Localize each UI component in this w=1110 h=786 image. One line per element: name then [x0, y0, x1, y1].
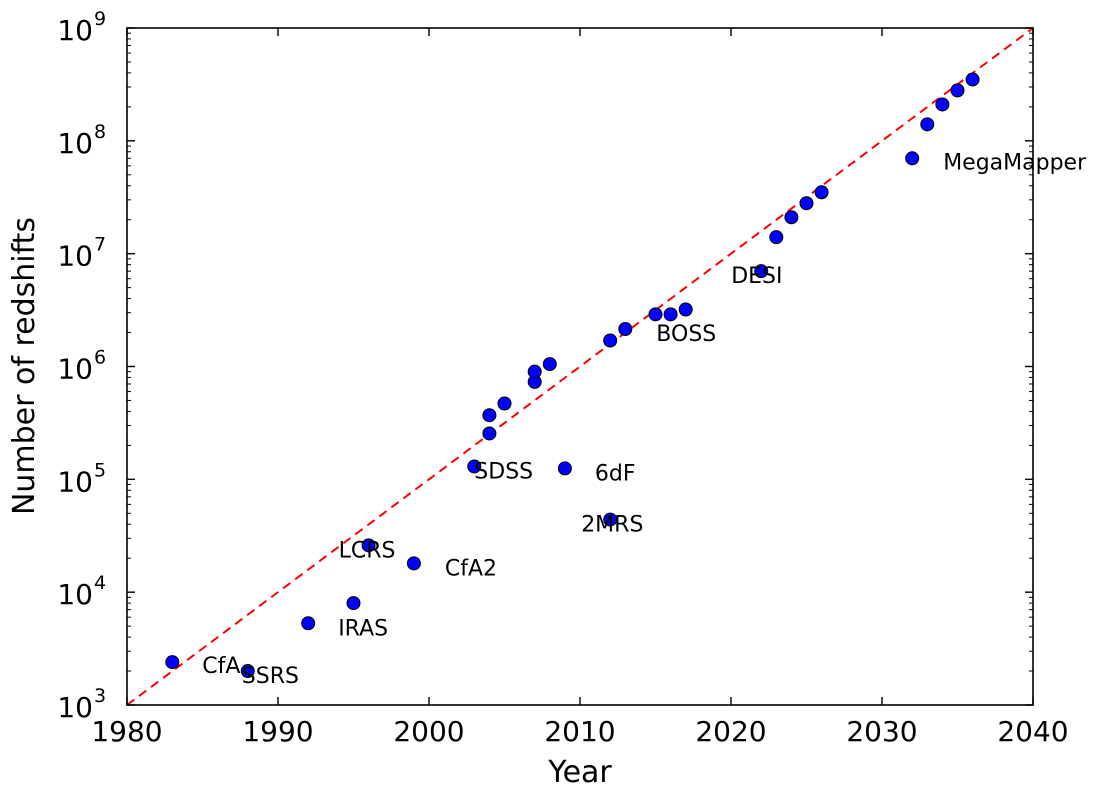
data-point: [965, 72, 980, 87]
data-point: [678, 302, 693, 317]
y-tick-exponent: 6: [94, 347, 106, 369]
y-tick-exponent: 9: [94, 8, 106, 30]
x-tick-label: 2040: [997, 715, 1068, 748]
x-tick-label: 1980: [91, 715, 162, 748]
data-point: [784, 210, 799, 225]
data-point: [165, 655, 180, 670]
y-tick-exponent: 8: [94, 121, 106, 143]
data-point: [603, 333, 618, 348]
y-tick-base: 10: [57, 353, 93, 386]
x-tick-label: 2010: [544, 715, 615, 748]
data-point: [950, 83, 965, 98]
y-tick-label: 10: [57, 353, 93, 386]
point-label: DESI: [731, 264, 782, 289]
data-point: [467, 459, 482, 474]
data-point: [799, 196, 814, 211]
x-axis-label: Year: [547, 755, 612, 786]
data-point: [406, 556, 421, 571]
data-point: [482, 408, 497, 423]
y-tick-base: 10: [57, 240, 93, 273]
y-axis-label: Number of redshifts: [7, 217, 42, 515]
point-label: CfA: [202, 654, 240, 679]
data-point: [920, 117, 935, 132]
x-tick-label: 2030: [846, 715, 917, 748]
point-label: SSRS: [242, 664, 299, 689]
y-tick-base: 10: [57, 127, 93, 160]
data-point: [482, 426, 497, 441]
y-tick-base: 10: [57, 578, 93, 611]
y-tick-base: 10: [57, 691, 93, 724]
y-tick-base: 10: [57, 465, 93, 498]
data-point: [301, 616, 316, 631]
data-point: [814, 185, 829, 200]
data-point: [754, 264, 769, 279]
point-label: MegaMapper: [943, 150, 1087, 175]
data-point: [361, 538, 376, 553]
y-tick-label: 10: [57, 127, 93, 160]
data-point: [527, 364, 542, 379]
data-point: [603, 512, 618, 527]
y-tick-exponent: 3: [94, 685, 106, 707]
point-label: SDSS: [474, 459, 533, 484]
data-point: [542, 357, 557, 372]
data-point: [346, 596, 361, 611]
data-point: [769, 230, 784, 245]
x-tick-label: 2020: [695, 715, 766, 748]
data-point: [935, 97, 950, 112]
point-label: 6dF: [595, 461, 636, 486]
trend-line: [126, 27, 1034, 706]
data-point: [905, 151, 920, 166]
data-point: [557, 461, 572, 476]
point-label: BOSS: [656, 322, 716, 347]
point-label: IRAS: [338, 616, 388, 641]
y-tick-label: 10: [57, 240, 93, 273]
data-point: [648, 307, 663, 322]
point-label: CfA2: [445, 556, 497, 581]
y-tick-exponent: 7: [94, 234, 106, 256]
y-tick-label: 10: [57, 691, 93, 724]
data-point: [497, 396, 512, 411]
y-tick-label: 10: [57, 14, 93, 47]
y-tick-base: 10: [57, 14, 93, 47]
data-point: [618, 321, 633, 336]
y-tick-exponent: 5: [94, 459, 106, 481]
x-tick-label: 1990: [242, 715, 313, 748]
point-label: 2MRS: [581, 513, 643, 538]
y-tick-exponent: 4: [94, 572, 106, 594]
x-tick-label: 2000: [393, 715, 464, 748]
data-point: [663, 307, 678, 322]
point-label: LCRS: [339, 538, 396, 563]
y-tick-label: 10: [57, 578, 93, 611]
y-tick-label: 10: [57, 465, 93, 498]
data-point: [240, 664, 255, 679]
